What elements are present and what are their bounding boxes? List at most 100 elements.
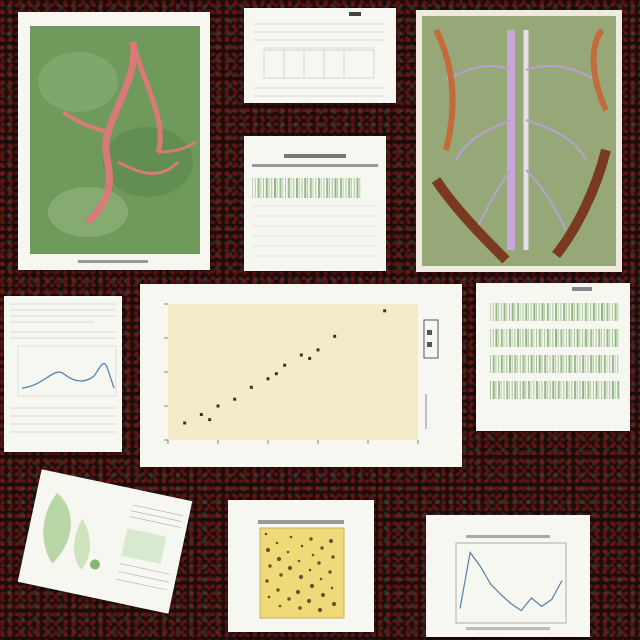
barcode-bar (356, 178, 359, 198)
barcode-bar (527, 381, 530, 399)
particle-image-card (228, 500, 374, 632)
barcode-bar (257, 178, 260, 198)
particle (287, 565, 293, 571)
barcode-bar (617, 355, 619, 373)
barcode-bar (359, 178, 361, 198)
barcode-bar (527, 303, 529, 321)
barcode-bar (500, 303, 502, 321)
barcode-bar (522, 329, 524, 347)
barcode-bar (603, 329, 605, 347)
barcode-bar (590, 355, 593, 373)
barcode-bar (320, 178, 322, 198)
barcode-bar (598, 381, 600, 399)
barcode-bar (254, 178, 256, 198)
barcode-bar (500, 355, 503, 373)
barcode-bar (533, 329, 535, 347)
particle (306, 598, 312, 604)
barcode-bar (538, 303, 540, 321)
barcode-bar (546, 355, 548, 373)
barcode-bar (334, 178, 337, 198)
barcode-bar (530, 303, 532, 321)
barcode-bar (552, 381, 555, 399)
barcode-bar (557, 329, 559, 347)
barcode-bar (560, 381, 562, 399)
barcode-bar (582, 329, 584, 347)
particle (331, 555, 335, 559)
barcode-bar (500, 329, 503, 347)
barcode-bar (609, 329, 611, 347)
particle (311, 553, 315, 557)
barcode-bar (582, 381, 585, 399)
barcode-bar (533, 381, 535, 399)
barcode-bar (498, 381, 501, 399)
barcode-bar (271, 178, 273, 198)
barcode-bar (606, 329, 609, 347)
barcode-bar (525, 381, 527, 399)
particle (286, 550, 290, 554)
line-plot-document-card (4, 296, 122, 452)
barcode-bar (598, 303, 600, 321)
barcode-bar (544, 303, 546, 321)
barcode-bar (492, 355, 495, 373)
barcode-bar (587, 355, 589, 373)
dissection-illustration-card (416, 10, 622, 272)
wide-barcode-table-card (476, 283, 630, 431)
barcode-bar (495, 355, 497, 373)
barcode-bar (609, 303, 611, 321)
barcode-bar (582, 355, 585, 373)
barcode-bar (536, 303, 538, 321)
barcode-bar (544, 329, 546, 347)
barcode-bar (576, 355, 578, 373)
scatter-point (274, 372, 278, 376)
scatter-point (266, 377, 270, 381)
barcode-bar (268, 178, 270, 198)
barcode-bar (573, 329, 575, 347)
barcode-bar (503, 381, 505, 399)
particle (328, 538, 334, 544)
barcode-bar (274, 178, 276, 198)
barcode-bar (538, 329, 541, 347)
barcode-bar (500, 381, 502, 399)
scatter-point (249, 385, 253, 389)
barcode-bar (563, 381, 565, 399)
barcode-bar (290, 178, 292, 198)
barcode-bar (517, 329, 520, 347)
barcode-bar (304, 178, 307, 198)
barcode-bar (337, 178, 339, 198)
barcode-bar (598, 329, 601, 347)
barcode-bar (282, 178, 284, 198)
barcode-bar (565, 355, 567, 373)
particle (287, 597, 291, 601)
wide-barcode-table-figure (490, 287, 620, 399)
rotated-leaf-document-figure (43, 492, 184, 591)
barcode-bar (498, 355, 500, 373)
barcode-bar (519, 329, 521, 347)
barcode-bar (560, 355, 563, 373)
barcode-bar (522, 355, 525, 373)
barcode-bar (342, 178, 344, 198)
barcode-bar (544, 381, 547, 399)
barcode-bar (603, 381, 606, 399)
barcode-bar (323, 178, 325, 198)
barcode-bar (533, 303, 536, 321)
barcode-bar (517, 355, 519, 373)
barcode-bar (503, 303, 506, 321)
barcode-bar (527, 329, 529, 347)
barcode-bar (592, 303, 595, 321)
barcode-bar (598, 355, 601, 373)
barcode-bar (595, 303, 597, 321)
barcode-bar (595, 355, 597, 373)
particle (319, 577, 323, 581)
barcode-bar (492, 329, 494, 347)
barcode-bar (614, 355, 616, 373)
barcode-bar (546, 329, 549, 347)
barcode-bar (571, 381, 573, 399)
barcode-bar (541, 381, 543, 399)
barcode-bar (265, 178, 268, 198)
barcode-bar (345, 178, 347, 198)
barcode-bar (617, 381, 620, 399)
barcode-bar (508, 303, 510, 321)
barcode-bar (541, 355, 543, 373)
barcode-bar (536, 355, 538, 373)
scatter-point (283, 363, 287, 367)
